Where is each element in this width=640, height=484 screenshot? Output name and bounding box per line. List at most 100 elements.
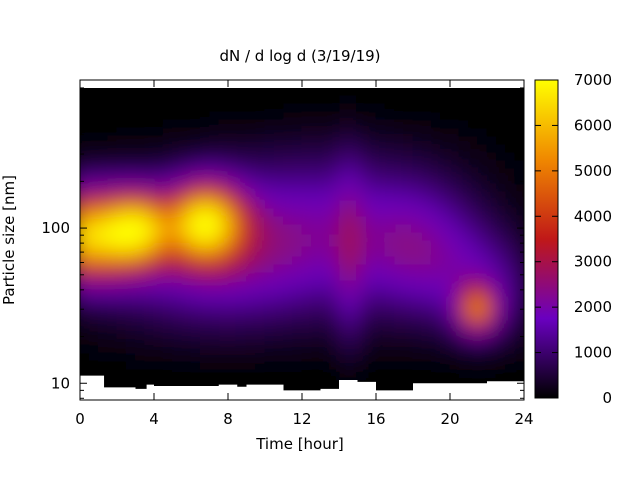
heatmap-cell xyxy=(98,335,109,345)
heatmap-cell xyxy=(310,103,321,113)
heatmap-cell xyxy=(255,335,266,345)
heatmap-cell xyxy=(125,263,136,273)
heatmap-cell xyxy=(283,167,294,177)
heatmap-cell xyxy=(523,319,524,329)
heatmap-cell xyxy=(80,95,90,105)
heatmap-cell xyxy=(403,327,414,337)
heatmap-cell xyxy=(505,247,516,257)
heatmap-cell xyxy=(190,271,201,281)
heatmap-cell xyxy=(449,319,460,329)
heatmap-cell xyxy=(153,88,164,89)
heatmap-cell xyxy=(246,335,257,345)
heatmap-cell xyxy=(320,335,331,345)
heatmap-cell xyxy=(98,287,109,297)
heatmap-cell xyxy=(495,127,506,137)
heatmap-cell xyxy=(144,295,155,305)
heatmap-cell xyxy=(477,223,488,233)
heatmap-cell xyxy=(246,351,257,361)
heatmap-cell xyxy=(227,303,238,313)
heatmap-cell xyxy=(486,111,497,121)
heatmap-cell xyxy=(246,327,257,337)
heatmap-cell xyxy=(190,143,201,153)
heatmap-cell xyxy=(283,119,294,129)
heatmap-cell xyxy=(357,255,368,265)
heatmap-cell xyxy=(523,159,524,169)
heatmap-cell xyxy=(162,367,173,377)
heatmap-cell xyxy=(477,255,488,265)
heatmap-cell xyxy=(116,207,127,217)
heatmap-cell xyxy=(88,271,99,281)
heatmap-cell xyxy=(98,143,109,153)
heatmap-cell xyxy=(227,111,238,121)
heatmap-cell xyxy=(403,72,413,81)
heatmap-cell xyxy=(403,271,414,281)
heatmap-cell xyxy=(88,335,99,345)
heatmap-cell xyxy=(320,103,331,113)
heatmap-cell xyxy=(310,88,321,97)
heatmap-cell xyxy=(421,215,432,225)
heatmap-cell xyxy=(246,135,257,145)
heatmap-cell xyxy=(162,103,173,113)
heatmap-cell xyxy=(255,111,266,121)
heatmap-cell xyxy=(412,311,423,321)
heatmap-cell xyxy=(144,191,155,201)
heatmap-cell xyxy=(412,119,423,129)
heatmap-cell xyxy=(162,159,173,169)
heatmap-cell xyxy=(310,311,321,321)
heatmap-cell xyxy=(98,88,109,97)
heatmap-cell xyxy=(227,215,238,225)
heatmap-cell xyxy=(107,119,118,129)
heatmap-cell xyxy=(505,223,516,233)
heatmap-cell xyxy=(181,88,192,97)
heatmap-cell xyxy=(144,127,155,137)
heatmap-cell xyxy=(283,127,294,137)
heatmap-cell xyxy=(227,327,238,337)
heatmap-cell xyxy=(347,135,358,145)
heatmap-cell xyxy=(357,287,368,297)
heatmap-cell xyxy=(375,287,386,297)
heatmap-cell xyxy=(412,135,423,145)
heatmap-cell xyxy=(523,143,524,153)
heatmap-cell xyxy=(273,319,284,329)
heatmap-cell xyxy=(458,215,469,225)
heatmap-cell xyxy=(449,399,460,400)
heatmap-cell xyxy=(246,175,257,185)
heatmap-cell xyxy=(338,327,349,337)
heatmap-cell xyxy=(80,88,81,97)
heatmap-cell xyxy=(486,351,497,361)
heatmap-cell xyxy=(384,287,395,297)
heatmap-cell xyxy=(431,263,442,273)
heatmap-cell xyxy=(80,375,81,385)
heatmap-cell xyxy=(209,215,220,225)
heatmap-cell xyxy=(514,111,524,121)
heatmap-cell xyxy=(394,399,405,400)
heatmap-cell xyxy=(375,351,386,361)
heatmap-cell xyxy=(421,167,432,177)
heatmap-cell xyxy=(384,215,395,225)
heatmap-cell xyxy=(394,239,405,249)
heatmap-cell xyxy=(495,295,506,305)
heatmap-cell xyxy=(394,303,405,313)
heatmap-cell xyxy=(301,119,312,129)
heatmap-cell xyxy=(283,279,294,289)
heatmap-cell xyxy=(505,359,516,369)
heatmap-cell xyxy=(347,351,358,361)
heatmap-cell xyxy=(320,247,331,257)
heatmap-cell xyxy=(292,263,303,273)
heatmap-cell xyxy=(523,359,524,369)
heatmap-cell xyxy=(468,111,479,121)
heatmap-cell xyxy=(236,199,247,209)
heatmap-cell xyxy=(384,367,395,377)
heatmap-cell xyxy=(135,311,146,321)
heatmap-cell xyxy=(440,199,451,209)
heatmap-cell xyxy=(209,111,220,121)
heatmap-cell xyxy=(394,135,405,145)
heatmap-cell xyxy=(403,367,414,377)
heatmap-cell xyxy=(190,303,201,313)
heatmap-cell xyxy=(301,263,312,273)
heatmap-cell xyxy=(88,263,99,273)
heatmap-cell xyxy=(394,335,405,345)
heatmap-cell xyxy=(144,399,155,400)
heatmap-cell xyxy=(347,327,358,337)
heatmap-cell xyxy=(375,239,386,249)
